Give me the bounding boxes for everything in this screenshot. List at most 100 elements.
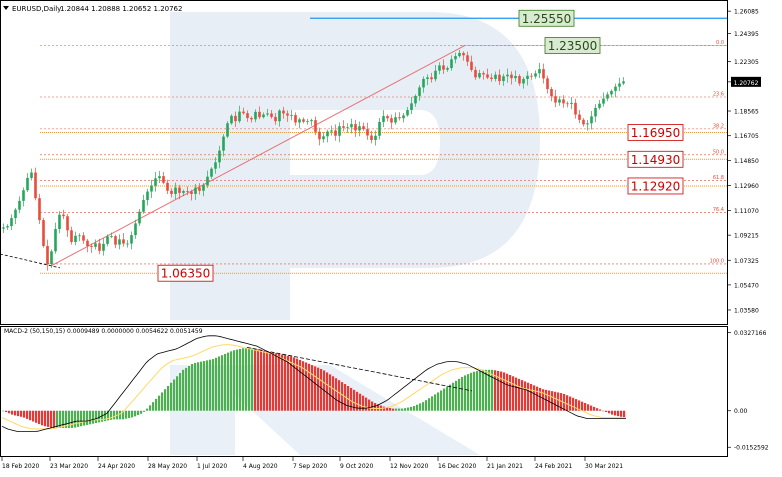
candle-body <box>190 191 193 194</box>
candle-body <box>298 119 301 123</box>
candle-body <box>170 190 173 194</box>
candle-body <box>162 176 165 183</box>
x-tick-label: 16 Dec 2020 <box>438 463 477 470</box>
macd-tick-label: 0.0327166 <box>734 330 767 337</box>
candle-body <box>570 102 573 104</box>
y-tick-label: 1.09215 <box>734 233 759 240</box>
candle-body <box>338 126 341 136</box>
macd-histogram-bar <box>188 365 191 411</box>
macd-histogram-bar <box>119 410 122 420</box>
macd-histogram-bar <box>248 348 251 411</box>
macd-histogram-bar <box>239 348 242 411</box>
macd-histogram-bar <box>140 410 143 414</box>
macd-histogram-bar <box>557 392 560 411</box>
macd-histogram-bar <box>452 382 455 411</box>
macd-histogram-bar <box>263 350 266 411</box>
macd-histogram-bar <box>98 410 101 423</box>
y-tick-label: 1.07325 <box>734 258 759 265</box>
fib-label: 38.2 <box>713 123 724 129</box>
macd-histogram-bar <box>395 408 398 411</box>
y-tick-label: 1.05470 <box>734 282 759 289</box>
macd-histogram-bar <box>41 410 44 426</box>
candle-body <box>522 78 525 84</box>
candle-body <box>422 78 425 88</box>
y-tick-label: 1.18565 <box>734 109 759 116</box>
candle-body <box>174 187 177 194</box>
candle-body <box>250 117 253 120</box>
macd-histogram-bar <box>482 369 485 411</box>
macd-histogram-bar <box>50 410 53 428</box>
candle-body <box>266 113 269 115</box>
candle-body <box>418 87 421 96</box>
macd-histogram-bar <box>365 397 368 411</box>
level-box-label: 1.06350 <box>161 267 211 281</box>
price-axis: 1.26085 1.24395 1.22305 1.20762 1.18565 1.167… <box>727 9 761 314</box>
collapse-triangle-icon[interactable] <box>3 6 9 10</box>
candle-body <box>282 110 285 114</box>
macd-histogram-bar <box>113 410 116 420</box>
candle-body <box>90 245 93 247</box>
macd-histogram-bar <box>242 348 245 411</box>
candle-body <box>38 198 41 221</box>
macd-histogram-bar <box>56 410 59 428</box>
candle-body <box>42 220 45 246</box>
macd-histogram-bar <box>509 374 512 411</box>
candle-body <box>274 116 277 122</box>
current-price-box <box>731 76 761 87</box>
macd-histogram-bar <box>446 386 449 411</box>
candle-body <box>430 77 433 80</box>
candle-body <box>118 239 121 245</box>
candle-body <box>86 240 89 246</box>
macd-histogram-bar <box>443 388 446 411</box>
macd-histogram-bar <box>461 376 464 411</box>
macd-histogram-bar <box>278 353 281 411</box>
y-tick-label: 1.16705 <box>734 133 759 140</box>
candle-body <box>222 136 225 151</box>
macd-histogram-bar <box>314 366 317 411</box>
macd-histogram-bar <box>338 380 341 411</box>
candle-body <box>270 113 273 117</box>
candle-body <box>394 117 397 123</box>
macd-histogram-bar <box>542 389 545 411</box>
candle-body <box>166 182 169 191</box>
macd-histogram-bar <box>308 363 311 411</box>
macd-histogram-bar <box>170 382 173 411</box>
macd-histogram-bar <box>401 408 404 411</box>
level-box: 1.06350 <box>157 264 214 282</box>
candle-body <box>106 236 109 244</box>
macd-histogram-bar <box>68 410 71 428</box>
macd-histogram-bar <box>374 402 377 411</box>
macd-histogram-bar <box>284 355 287 411</box>
macd-histogram-bar <box>440 390 443 411</box>
x-tick-label: 24 Apr 2020 <box>98 463 135 470</box>
macd-histogram-bar <box>350 387 353 411</box>
candle-body <box>562 99 565 104</box>
level-box-label: 1.14930 <box>631 153 681 167</box>
macd-histogram-bar <box>230 351 233 411</box>
candle-body <box>242 111 245 114</box>
candle-body <box>450 59 453 69</box>
candle-body <box>594 107 597 117</box>
macd-histogram-bar <box>47 410 50 427</box>
candle-body <box>426 77 429 79</box>
macd-histogram-bar <box>245 348 248 411</box>
macd-histogram-bar <box>398 408 401 411</box>
macd-histogram-bar <box>182 369 185 411</box>
candle-body <box>618 83 621 87</box>
candle-body <box>214 162 217 169</box>
candle-body <box>362 126 365 130</box>
macd-histogram-bar <box>110 410 113 420</box>
candle-body <box>598 103 601 108</box>
macd-histogram-bar <box>29 410 32 421</box>
macd-histogram-bar <box>608 410 611 414</box>
current-price-label: 1.20762 <box>734 80 759 87</box>
macd-histogram-bar <box>194 362 197 411</box>
candle-body <box>370 135 373 141</box>
macd-histogram-bar <box>479 370 482 411</box>
candle-body <box>322 136 325 140</box>
macd-histogram-bar <box>578 400 581 411</box>
macd-panel <box>1 335 626 432</box>
macd-tick-label: 0.00 <box>734 408 748 415</box>
candle-body <box>482 73 485 75</box>
candle-body <box>102 243 105 251</box>
